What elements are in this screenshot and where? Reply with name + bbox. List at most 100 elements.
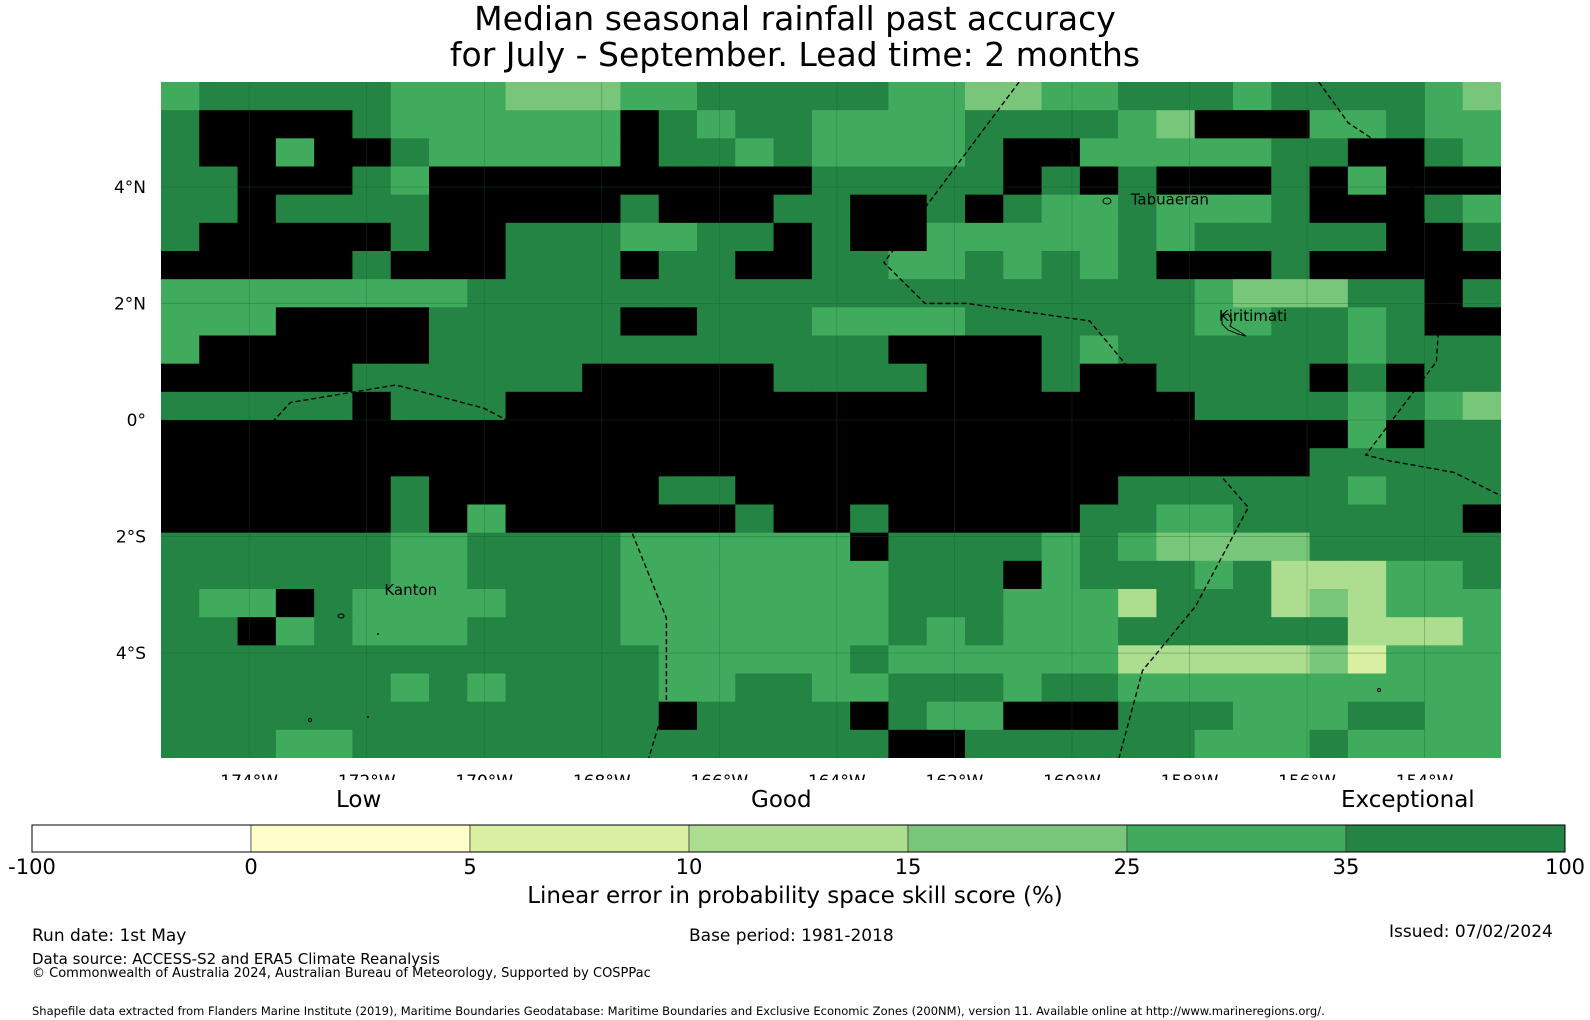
skill-cell (1194, 701, 1234, 731)
skill-cell (199, 476, 239, 506)
skill-cell (658, 448, 698, 477)
skill-cell (658, 391, 698, 421)
skill-cell (1233, 166, 1272, 196)
skill-cell (773, 504, 813, 534)
skill-cell (314, 532, 354, 562)
skill-cell (1156, 194, 1196, 224)
skill-cell (467, 617, 507, 646)
skill-cell (467, 82, 507, 111)
skill-cell (735, 504, 775, 534)
skill-cell (965, 82, 1004, 111)
skill-cell (161, 166, 200, 196)
skill-cell (1079, 504, 1119, 534)
skill-cell (888, 138, 928, 168)
skill-cell (1386, 729, 1426, 758)
skill-cell (275, 363, 315, 393)
skill-cell (811, 166, 851, 196)
skill-cell (1079, 82, 1119, 111)
skill-cell (697, 307, 736, 337)
skill-cell (697, 673, 736, 703)
skill-cell (429, 448, 468, 477)
skill-cell (237, 645, 277, 675)
skill-cell (467, 166, 507, 196)
skill-cell (505, 532, 545, 562)
skill-cell (1462, 645, 1501, 675)
skill-cell (1386, 222, 1426, 252)
skill-cell (199, 279, 239, 308)
skill-cell (773, 194, 813, 224)
skill-cell (352, 729, 392, 758)
skill-cell (1347, 448, 1387, 477)
skill-cell (352, 617, 392, 646)
colorbar-bin (469, 824, 690, 853)
skill-cell (161, 279, 200, 308)
skill-cell (237, 617, 277, 646)
skill-cell (1309, 617, 1349, 646)
skill-cell (237, 194, 277, 224)
skill-cell (697, 110, 736, 139)
skill-cell (1156, 560, 1196, 590)
skill-cell (1233, 701, 1272, 731)
skill-cell (161, 420, 200, 449)
skill-cell (926, 645, 966, 675)
skill-cell (658, 251, 698, 280)
y-tick-label: 0° (127, 411, 146, 431)
place-label: Kanton (384, 581, 437, 599)
skill-cell (811, 729, 851, 758)
skill-cell (1041, 589, 1081, 618)
skill-cell (1079, 363, 1119, 393)
skill-cell (811, 82, 851, 111)
skill-cell (1424, 194, 1464, 224)
skill-cell (773, 673, 813, 703)
skill-cell (811, 504, 851, 534)
skill-cell (543, 448, 583, 477)
skill-cell (620, 82, 660, 111)
skill-cell (926, 194, 966, 224)
skill-cell (697, 420, 736, 449)
skill-cell (314, 307, 354, 337)
skill-cell (543, 251, 583, 280)
skill-cell (965, 645, 1004, 675)
skill-cell (1309, 222, 1349, 252)
y-tick-label: 2°S (116, 528, 146, 548)
skill-cell (965, 729, 1004, 758)
skill-cell (505, 420, 545, 449)
skill-cell (390, 645, 430, 675)
skill-cell (352, 532, 392, 562)
skill-cell (429, 194, 468, 224)
skill-cell (467, 504, 507, 534)
colorbar-tick-label: 0 (244, 855, 258, 879)
skill-cell (735, 279, 775, 308)
skill-cell (543, 391, 583, 421)
skill-cell (1347, 194, 1387, 224)
skill-cell (735, 166, 775, 196)
skill-cell (620, 110, 660, 139)
skill-cell (1271, 476, 1311, 506)
skill-cell (1424, 166, 1464, 196)
skill-cell (1156, 222, 1196, 252)
skill-cell (237, 251, 277, 280)
skill-cell (1079, 448, 1119, 477)
skill-cell (237, 307, 277, 337)
skill-cell (1386, 82, 1426, 111)
skill-cell (467, 138, 507, 168)
skill-cell (390, 307, 430, 337)
colorbar-tick-label: 10 (675, 855, 703, 879)
skill-cell (1041, 251, 1081, 280)
skill-cell (314, 701, 354, 731)
skill-cell (620, 645, 660, 675)
skill-cell (161, 589, 200, 618)
skill-cell (1233, 363, 1272, 393)
skill-cell (199, 673, 239, 703)
skill-cell (620, 617, 660, 646)
skill-cell (199, 589, 239, 618)
skill-cell (773, 335, 813, 365)
skill-cell (1424, 222, 1464, 252)
skill-cell (965, 110, 1004, 139)
skill-cell (850, 391, 890, 421)
skill-cell (1386, 335, 1426, 365)
skill-cell (161, 617, 200, 646)
skill-cell (314, 335, 354, 365)
skill-cell (1424, 532, 1464, 562)
skill-cell (1347, 110, 1387, 139)
